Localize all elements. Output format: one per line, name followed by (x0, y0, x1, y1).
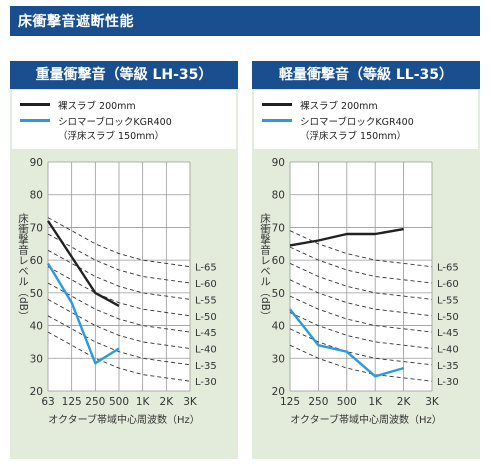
chart-title: 重量衝撃音（等級 LH-35） (10, 61, 238, 89)
y-tick-label: 50 (272, 288, 285, 300)
reference-curve-label: L-65 (437, 263, 459, 274)
reference-curve (47, 315, 191, 366)
page-header: 床衝撃音遮断性能 (10, 6, 480, 36)
x-tick-label: 3K (425, 396, 440, 408)
legend-label: （浮床スラブ 150mm） (300, 131, 407, 142)
y-tick-label: 90 (272, 157, 285, 169)
y-tick-label: 60 (272, 255, 285, 267)
x-tick-label: 500 (109, 396, 129, 408)
y-tick-label: 70 (30, 222, 43, 234)
reference-curve-label: L-35 (195, 361, 217, 372)
reference-curve-label: L-65 (195, 263, 217, 274)
series-line-bare-slab (46, 220, 120, 307)
legend-swatch-kgr400 (262, 119, 292, 122)
legend-label: シロマーブロックKGR400 (58, 117, 172, 128)
x-tick-label: 125 (280, 396, 300, 408)
x-axis-label: オクターブ帯域中心周波数（Hz） (48, 413, 200, 426)
reference-curve-label: L-60 (195, 279, 217, 290)
y-tick-label: 40 (272, 321, 285, 333)
legend-swatch-kgr400 (20, 119, 50, 122)
y-axis-label: 床衝撃音レベル（dB） (259, 212, 271, 321)
legend-swatch-bare-slab (20, 103, 50, 106)
reference-curve (47, 282, 191, 333)
x-tick-label: 250 (308, 396, 328, 408)
y-tick-label: 60 (30, 255, 43, 267)
x-tick-label: 500 (337, 396, 357, 408)
reference-curve-label: L-55 (437, 295, 459, 306)
legend: 裸スラブ 200mm シロマーブロックKGR400 （浮床スラブ 150mm） (12, 90, 236, 149)
reference-curve-label: L-40 (437, 344, 459, 355)
legend-label: シロマーブロックKGR400 (300, 117, 414, 128)
reference-curve-label: L-60 (437, 279, 459, 290)
reference-curve (47, 217, 191, 268)
chart-title: 軽量衝撃音（等級 LL-35） (252, 61, 480, 89)
plot-area (290, 162, 432, 391)
series-line-kgr400 (46, 262, 120, 365)
reference-curve-label: L-55 (195, 295, 217, 306)
series-line-bare-slab (289, 227, 404, 247)
legend-label: （浮床スラブ 150mm） (58, 131, 165, 142)
x-tick-label: 125 (62, 396, 82, 408)
reference-curve-label: L-40 (195, 344, 217, 355)
x-tick-label: 3K (183, 396, 198, 408)
reference-curve (47, 299, 191, 349)
y-tick-label: 30 (30, 353, 43, 365)
reference-curve (47, 266, 191, 317)
reference-curve-label: L-30 (437, 377, 459, 388)
reference-curve-label: L-50 (437, 312, 459, 323)
x-tick-label: 2K (160, 396, 175, 408)
y-tick-label: 20 (30, 386, 43, 398)
reference-curve (47, 249, 191, 300)
x-tick-label: 1K (368, 396, 383, 408)
x-tick-label: 250 (85, 396, 105, 408)
y-tick-label: 80 (272, 190, 285, 202)
x-tick-label: 63 (41, 396, 54, 408)
reference-curve (47, 331, 191, 382)
y-axis-label: 床衝撃音レベル（dB） (17, 212, 29, 321)
reference-curve-label: L-35 (437, 361, 459, 372)
legend-label: 裸スラブ 200mm (58, 101, 136, 112)
reference-curve-label: L-50 (195, 312, 217, 323)
legend-swatch-bare-slab (262, 103, 292, 106)
reference-curve-label: L-30 (195, 377, 217, 388)
y-tick-label: 80 (30, 190, 43, 202)
legend: 裸スラブ 200mm シロマーブロックKGR400 （浮床スラブ 150mm） (254, 90, 478, 149)
y-tick-label: 20 (272, 386, 285, 398)
page-title: 床衝撃音遮断性能 (18, 14, 134, 30)
x-tick-label: 2K (397, 396, 412, 408)
y-tick-label: 40 (30, 321, 43, 333)
reference-curve-label: L-45 (437, 328, 459, 339)
x-axis-label: オクターブ帯域中心周波数（Hz） (290, 413, 442, 426)
reference-curve-label: L-45 (195, 328, 217, 339)
x-tick-label: 1K (136, 396, 151, 408)
y-tick-label: 30 (272, 353, 285, 365)
heavy-impact-panel: 重量衝撃音（等級 LH-35） 裸スラブ 200mm シロマーブロックKGR40… (10, 61, 238, 459)
y-tick-label: 70 (272, 222, 285, 234)
series-line-kgr400 (289, 308, 404, 378)
reference-curve (47, 233, 191, 284)
light-impact-panel: 軽量衝撃音（等級 LL-35） 裸スラブ 200mm シロマーブロックKGR40… (252, 61, 480, 459)
legend-label: 裸スラブ 200mm (300, 101, 378, 112)
y-tick-label: 90 (30, 157, 43, 169)
y-tick-label: 50 (30, 288, 43, 300)
